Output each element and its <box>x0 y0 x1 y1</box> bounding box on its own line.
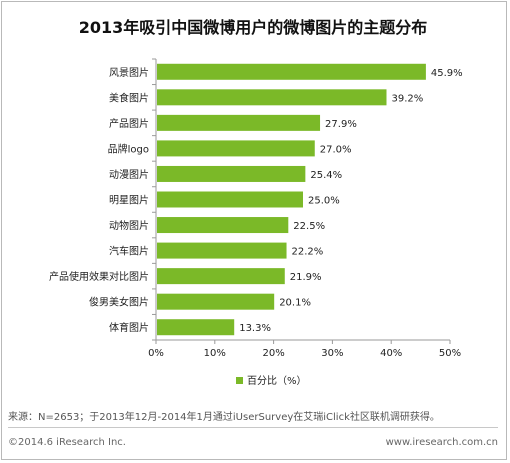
x-tick-label: 20% <box>262 348 284 359</box>
data-label: 27.9% <box>325 119 357 130</box>
category-label: 品牌logo <box>108 142 149 155</box>
x-tick-label: 40% <box>380 348 402 359</box>
data-label: 22.5% <box>293 221 325 232</box>
bar <box>157 293 275 310</box>
data-label: 13.3% <box>239 323 271 334</box>
data-label: 45.9% <box>431 68 463 79</box>
data-label: 25.0% <box>308 196 340 207</box>
bar <box>157 268 285 285</box>
category-label: 美食图片 <box>109 91 149 104</box>
category-label: 风景图片 <box>109 66 149 79</box>
bar <box>157 89 387 106</box>
footer-divider <box>8 427 498 428</box>
bar <box>157 242 287 259</box>
copyright-text: ©2014.6 iResearch Inc. <box>8 437 126 448</box>
category-label: 体育图片 <box>109 321 149 334</box>
category-label: 明星图片 <box>109 194 149 207</box>
data-label: 25.4% <box>310 170 342 181</box>
x-tick-label: 50% <box>439 348 461 359</box>
bar <box>157 165 306 182</box>
data-label: 39.2% <box>391 93 423 104</box>
legend-label: 百分比（%） <box>247 375 307 387</box>
data-label: 27.0% <box>320 144 352 155</box>
data-label: 21.9% <box>290 272 322 283</box>
data-label: 20.1% <box>279 298 311 309</box>
website-text: www.iresearch.com.cn <box>385 437 498 448</box>
category-label: 产品图片 <box>109 117 149 130</box>
x-tick-label: 10% <box>204 348 226 359</box>
category-label: 动漫图片 <box>109 168 149 181</box>
category-label: 汽车图片 <box>109 245 149 258</box>
category-label: 俊男美女图片 <box>89 296 149 309</box>
bar <box>157 114 321 131</box>
bar <box>157 191 303 208</box>
bar <box>157 319 235 336</box>
bar <box>157 217 289 234</box>
x-tick-label: 30% <box>321 348 343 359</box>
legend-swatch <box>236 377 243 384</box>
source-note: 来源：N=2653；于2013年12月-2014年1月通过iUserSurvey… <box>8 412 440 423</box>
category-label: 产品使用效果对比图片 <box>49 270 149 283</box>
x-tick-label: 0% <box>148 348 164 359</box>
bar <box>157 63 426 80</box>
data-label: 22.2% <box>292 247 324 258</box>
chart-title: 2013年吸引中国微博用户的微博图片的主题分布 <box>78 18 428 37</box>
category-label: 动物图片 <box>109 219 149 232</box>
bar <box>157 140 315 157</box>
